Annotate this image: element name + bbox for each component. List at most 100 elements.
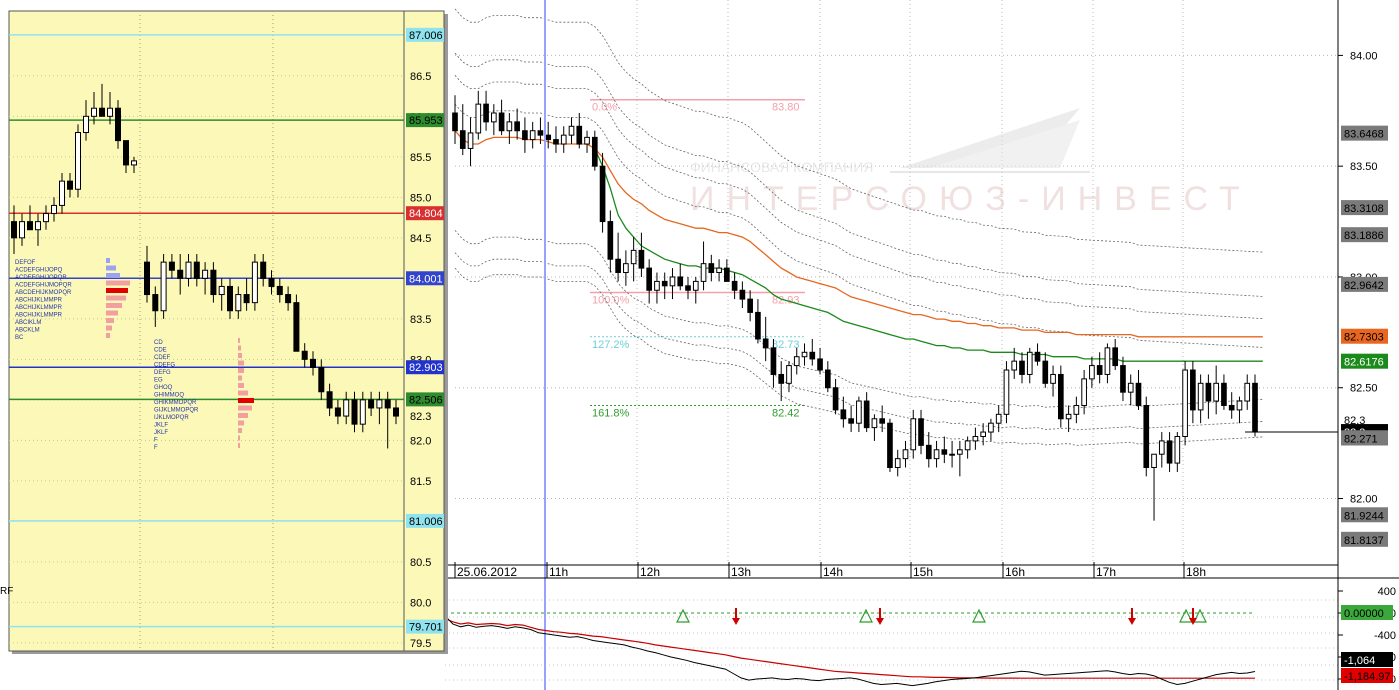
profile-letters: ABCIKLM — [15, 320, 41, 326]
candle-body — [988, 422, 994, 433]
inset-y-label: 79.5 — [410, 638, 431, 650]
profile-letters: DEFG — [154, 370, 171, 376]
price-tag-label: 83.3108 — [1344, 203, 1384, 215]
candle-body — [1120, 365, 1126, 393]
inset-candle-body — [27, 221, 33, 231]
orange-ma-line — [454, 130, 1263, 338]
candle-body — [599, 165, 606, 223]
price-tag-label: 82.9642 — [1344, 280, 1384, 292]
inset-level-tag-label: 82.506 — [409, 394, 443, 406]
candle-body — [1019, 360, 1025, 375]
buy-signal-triangle — [1179, 608, 1193, 623]
candle-body — [980, 431, 986, 437]
inset-level-tag — [406, 27, 444, 42]
x-axis-label: 16h — [1005, 565, 1025, 579]
price-tag — [1341, 276, 1388, 292]
candle-body — [1228, 404, 1235, 411]
candle-body — [506, 121, 513, 132]
candle-body — [879, 418, 886, 424]
inset-candle-body — [91, 107, 97, 117]
price-tag — [1341, 507, 1388, 523]
inset-candle-body — [202, 269, 209, 279]
buy-signal-triangle — [1193, 608, 1207, 623]
inset-candle-body — [152, 294, 159, 312]
candle-body — [584, 136, 590, 145]
candle-body — [770, 347, 777, 375]
inset-candle-body — [227, 285, 233, 312]
y-axis-label: 83.50 — [1350, 161, 1378, 173]
profile-bar — [106, 288, 128, 293]
inset-y-label: 83.5 — [410, 314, 431, 326]
watermark-line1: ФИНАНСОВАЯ КОМПАНИЯ — [690, 159, 873, 175]
profile-bar — [106, 258, 110, 263]
candle-body — [871, 418, 878, 429]
fib-price-label: 82.42 — [772, 407, 800, 419]
profile-bar — [106, 325, 112, 331]
inset-candle-body — [168, 261, 175, 271]
price-tag-label: 81.9244 — [1344, 510, 1384, 522]
inset-candle-body — [11, 221, 17, 239]
inset-candle-body — [83, 115, 89, 134]
inset-candle-body — [268, 277, 275, 287]
candle-body — [809, 351, 816, 360]
profile-bar — [238, 443, 240, 448]
candle-body — [1026, 351, 1033, 375]
inset-grid — [9, 11, 404, 651]
candle-body — [755, 311, 761, 340]
indicator-label-fragment: RF — [0, 586, 13, 597]
profile-bar — [106, 273, 120, 278]
candle-body — [522, 130, 528, 141]
x-axis-label: 12h — [640, 565, 660, 579]
inset-level-tag-label: 79.701 — [409, 622, 443, 634]
candle-body — [692, 280, 699, 291]
candle-body — [1182, 369, 1188, 437]
candle-body — [863, 400, 870, 429]
x-axis-label: 25.06.2012 — [457, 565, 517, 579]
inset-candle-body — [123, 140, 129, 166]
profile-letters: ABCKLM — [15, 328, 40, 334]
inset-candle-body — [260, 261, 267, 279]
inset-candle-body — [376, 399, 383, 409]
inset-candle-body — [243, 294, 250, 304]
profile-letters: BC — [15, 335, 24, 341]
fib-price-label: 82.73 — [772, 339, 800, 351]
inset-y-label: 85.5 — [410, 152, 431, 164]
x-axis-label: 13h — [731, 565, 751, 579]
inset-candle-body — [326, 391, 333, 409]
profile-bar — [238, 383, 244, 388]
inset-background — [8, 10, 445, 652]
candle-body — [1244, 382, 1251, 402]
profile-letters: F — [154, 438, 158, 444]
candle-body — [708, 263, 715, 274]
profile-letters: JKLF — [154, 430, 168, 436]
inset-levels — [9, 34, 404, 628]
candle-body — [452, 112, 458, 132]
candle-body — [964, 440, 971, 451]
candle-body — [1135, 382, 1142, 406]
candle-body — [615, 258, 621, 274]
candle-body — [669, 276, 676, 287]
inset-candle-body — [285, 294, 292, 304]
profile-bar — [238, 435, 240, 441]
profile-letters: DEFOF — [15, 260, 36, 266]
candle-body — [840, 409, 847, 420]
candle-body — [910, 418, 917, 451]
inset-y-label: 81.5 — [410, 476, 431, 488]
fib-pct-label: 161.8% — [592, 407, 630, 419]
inset-candle-body — [160, 261, 167, 312]
inset-level-tag-label: 87.006 — [409, 30, 443, 42]
inset-candle-body — [310, 358, 316, 368]
candle-body — [1096, 365, 1103, 375]
inset-candle-body — [131, 160, 137, 166]
candle-body — [1127, 382, 1134, 393]
candle-body — [1089, 365, 1095, 380]
price-tag-label: 82.6176 — [1344, 357, 1384, 369]
candle-body — [1081, 378, 1087, 406]
price-tag — [1341, 125, 1388, 141]
candle-body — [475, 103, 482, 134]
candle-body — [1011, 360, 1018, 371]
candle-body — [1143, 404, 1150, 469]
